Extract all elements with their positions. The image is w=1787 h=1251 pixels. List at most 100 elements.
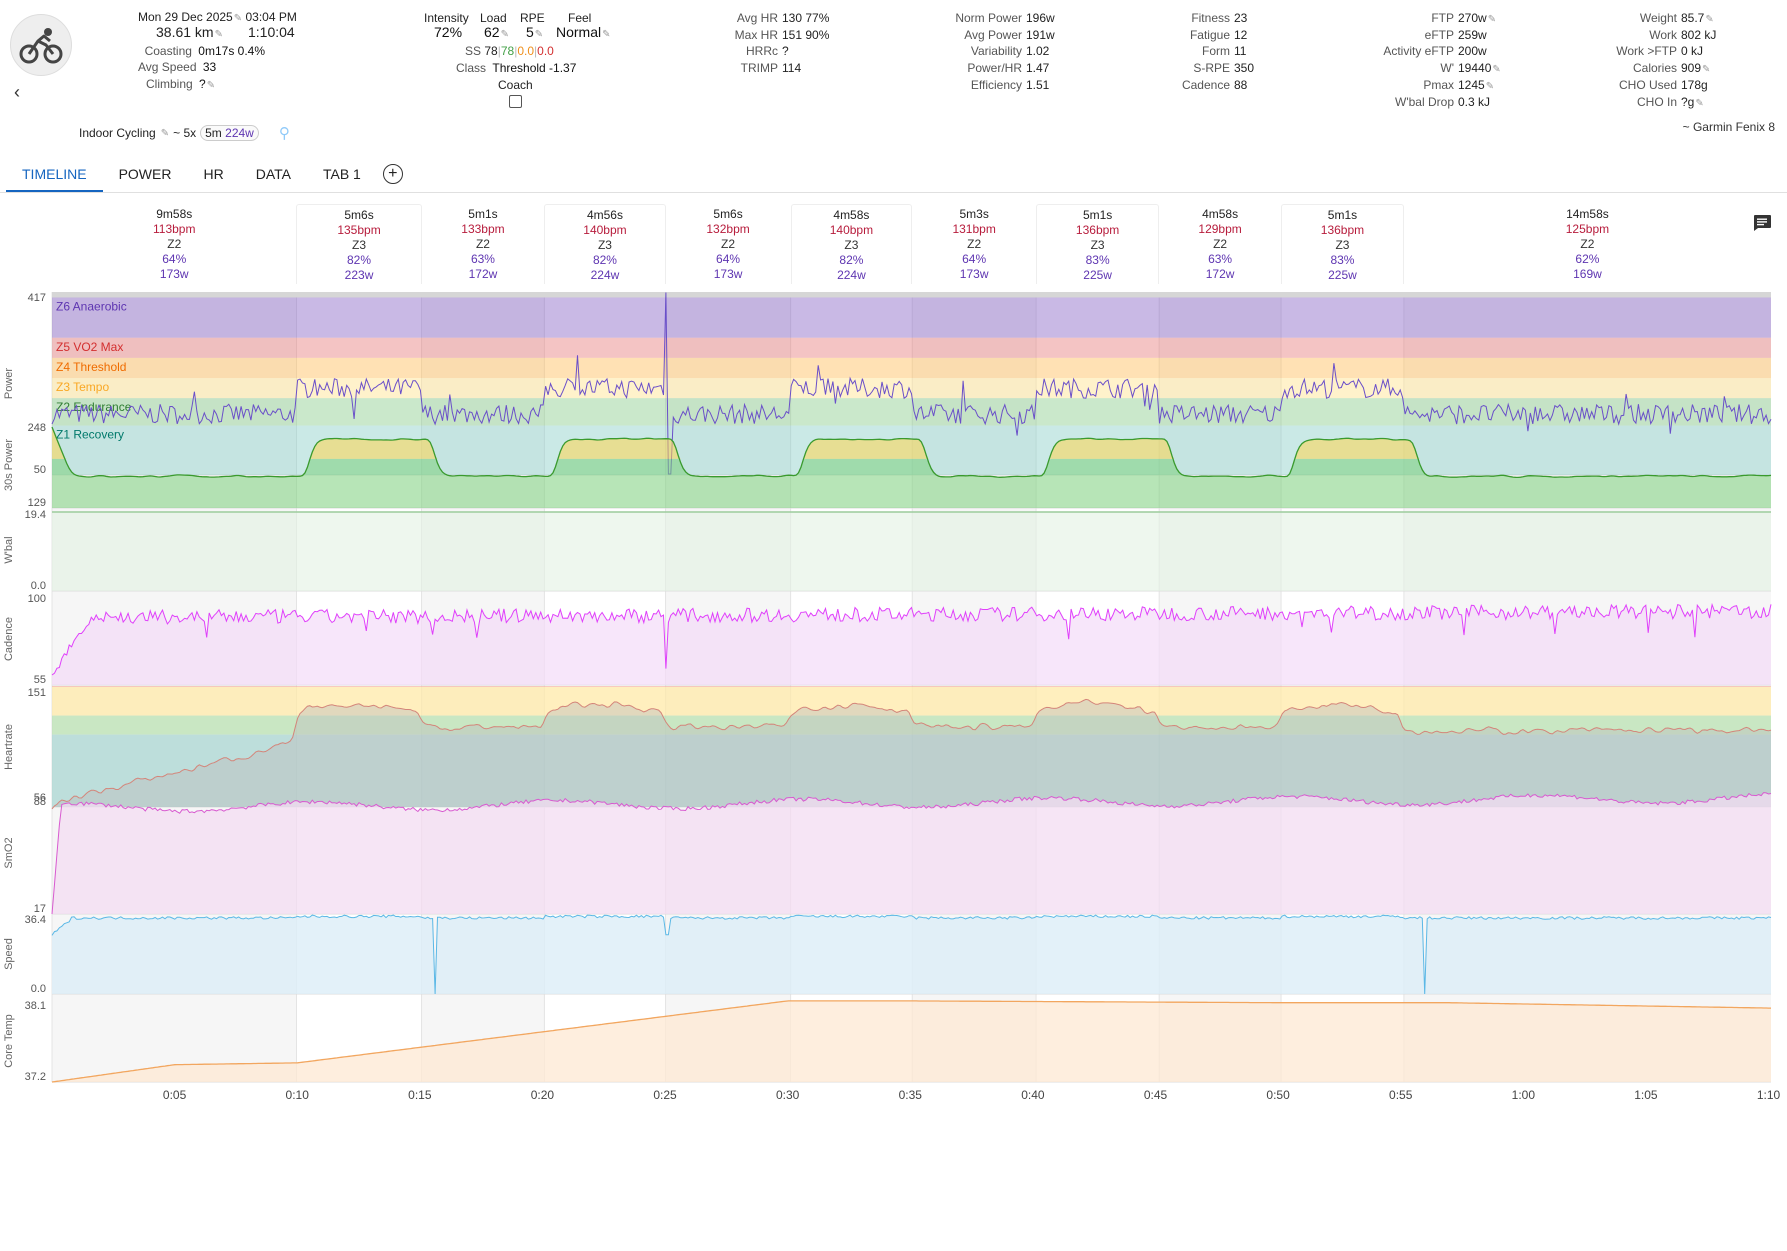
interval-power: 225w bbox=[1328, 268, 1357, 282]
smo2-line bbox=[51, 792, 1772, 915]
stat-value-text: 200w bbox=[1458, 44, 1487, 59]
coach-label: Coach bbox=[498, 78, 533, 92]
coretemp-area bbox=[52, 1000, 1771, 1082]
edit-pencil-icon[interactable]: ✎ bbox=[1487, 14, 1497, 25]
stat-value[interactable]: 85.7✎ bbox=[1681, 10, 1714, 28]
ss-value-2: 78 bbox=[500, 44, 515, 58]
y-min-label: 129 bbox=[28, 497, 46, 509]
interval-summary[interactable]: 5m6s 132bpm Z2 64% 173w bbox=[666, 204, 791, 284]
interval-summary[interactable]: 4m58s 140bpm Z3 82% 224w bbox=[790, 204, 913, 284]
interval-time: 4m58s bbox=[1202, 207, 1239, 221]
zone-label: Z2 Endurance bbox=[56, 400, 132, 414]
panel-core-temp[interactable]: 38.1 37.2 Core Temp bbox=[3, 1000, 1771, 1083]
edit-pencil-icon[interactable]: ✎ bbox=[160, 127, 170, 139]
y-min-label: 37.2 bbox=[25, 1071, 46, 1083]
edit-pencil-icon[interactable]: ✎ bbox=[1485, 80, 1495, 92]
panel-heartrate[interactable]: 151 88 Heartrate bbox=[3, 686, 1772, 810]
y-max-label: 56 bbox=[34, 792, 46, 804]
y-max-label: 151 bbox=[28, 687, 46, 699]
tab-power[interactable]: POWER bbox=[118, 166, 172, 182]
stat-value-text: 19440 bbox=[1458, 61, 1492, 76]
speed-area bbox=[52, 915, 1771, 994]
load-value[interactable]: 62✎ bbox=[484, 24, 509, 40]
load-label: Load bbox=[480, 11, 507, 25]
interval-summary[interactable]: 9m58s 113bpm Z2 64% 173w bbox=[52, 204, 296, 284]
interval-hr: 125bpm bbox=[1565, 222, 1610, 236]
interval-pct: 83% bbox=[1085, 253, 1110, 267]
weight-stat-row: Work bbox=[1649, 27, 1677, 43]
x-tick-label: 0:20 bbox=[531, 1088, 555, 1102]
stat-value-text: 0.3 kJ bbox=[1458, 94, 1491, 109]
panel-cadence[interactable]: 100 55 Cadence bbox=[3, 593, 1772, 686]
edit-pencil-icon[interactable]: ✎ bbox=[214, 29, 223, 40]
avatar[interactable] bbox=[10, 14, 72, 76]
activity-date: Mon 29 Dec 2025 bbox=[138, 10, 233, 24]
stat-value[interactable]: 909✎ bbox=[1681, 60, 1710, 78]
edit-pencil-icon[interactable]: ✎ bbox=[233, 13, 243, 24]
wbal-area bbox=[52, 512, 1771, 591]
stat-label: Max HR bbox=[734, 27, 778, 42]
interval-summary[interactable]: 4m58s 129bpm Z2 63% 172w bbox=[1159, 204, 1281, 284]
tab-hr[interactable]: HR bbox=[203, 166, 224, 182]
coach-checkbox[interactable] bbox=[509, 95, 522, 108]
stat-value-text: 259w bbox=[1458, 27, 1487, 42]
x-tick-label: 0:15 bbox=[408, 1088, 432, 1102]
tab-data[interactable]: DATA bbox=[255, 166, 291, 182]
interval-power: 173w bbox=[713, 267, 743, 281]
interval-hr: 135bpm bbox=[337, 223, 381, 237]
stat-value[interactable]: ?g✎ bbox=[1681, 94, 1704, 112]
speed-line bbox=[51, 914, 1772, 995]
interval-summary[interactable]: 5m1s 133bpm Z2 63% 172w bbox=[422, 204, 545, 284]
stat-value[interactable]: 19440✎ bbox=[1458, 60, 1501, 78]
zone-label: Z6 Anaerobic bbox=[56, 299, 127, 313]
interval-pct: 63% bbox=[470, 252, 495, 266]
interval-summary[interactable]: 14m58s 125bpm Z2 62% 169w bbox=[1404, 204, 1771, 284]
interval-time: 4m56s bbox=[586, 208, 623, 222]
interval-summary[interactable]: 4m56s 140bpm Z3 82% 224w bbox=[544, 204, 666, 284]
edit-pencil-icon[interactable]: ✎ bbox=[206, 80, 216, 91]
tab-tab-1[interactable]: TAB 1 bbox=[322, 166, 361, 182]
x-tick-label: 0:45 bbox=[1144, 1088, 1168, 1102]
add-tab-icon[interactable]: + bbox=[382, 164, 403, 184]
y-min-label: 0.0 bbox=[31, 983, 46, 995]
hr-stat-row: Avg HR bbox=[737, 10, 778, 26]
fitness-stat-row: Fatigue bbox=[1190, 27, 1230, 43]
interval-summary[interactable]: 5m1s 136bpm Z3 83% 225w bbox=[1036, 204, 1160, 284]
edit-pencil-icon[interactable]: ✎ bbox=[1705, 14, 1714, 25]
stat-value: 12 bbox=[1234, 27, 1247, 43]
interval-time: 5m6s bbox=[713, 207, 743, 221]
search-icon[interactable]: ⚲ bbox=[278, 125, 290, 142]
back-chevron-icon[interactable]: ‹ bbox=[14, 82, 20, 102]
ftp-stat-row: W'bal Drop bbox=[1395, 94, 1454, 110]
panel-smo2[interactable]: 56 17 SmO2 bbox=[3, 792, 1772, 915]
comment-icon[interactable] bbox=[1752, 214, 1772, 232]
interval-zone: Z3 bbox=[844, 238, 859, 252]
interval-summary[interactable]: 5m1s 136bpm Z3 83% 225w bbox=[1281, 204, 1404, 284]
panel-name: Heartrate bbox=[3, 724, 15, 770]
tab-timeline[interactable]: TIMELINE bbox=[6, 160, 103, 192]
stat-value-text: 0 kJ bbox=[1681, 44, 1704, 59]
activity-timeline-chart[interactable]: 417 50 Power Z6 Anaerobic Z5 VO2 Max Z4 Thres… bbox=[0, 284, 1787, 1251]
stat-value[interactable]: 270w✎ bbox=[1458, 10, 1496, 28]
fitness-stat-row: Fitness bbox=[1191, 10, 1230, 26]
edit-pencil-icon[interactable]: ✎ bbox=[1702, 64, 1711, 76]
stat-value: 23 bbox=[1234, 10, 1247, 26]
rpe-value[interactable]: 5✎ bbox=[526, 24, 544, 40]
zone-band bbox=[52, 398, 1771, 426]
y-min-label: 88 bbox=[34, 796, 46, 808]
edit-pencil-icon[interactable]: ✎ bbox=[1492, 64, 1501, 76]
stat-value-text: 88 bbox=[1234, 77, 1248, 92]
panel-30s-power[interactable]: 248 129 30s Power bbox=[3, 422, 1772, 509]
interval-summary[interactable]: 5m3s 131bpm Z2 64% 173w bbox=[912, 204, 1036, 284]
interval-summary-chip[interactable]: 5m 224w bbox=[200, 125, 259, 141]
interval-power: 224w bbox=[590, 268, 620, 282]
interval-summary[interactable]: 5m6s 135bpm Z3 82% 223w bbox=[296, 204, 422, 284]
interval-pct: 64% bbox=[162, 252, 187, 266]
stat-value: 1.51 bbox=[1026, 77, 1049, 93]
feel-value[interactable]: Normal✎ bbox=[556, 24, 611, 40]
stat-value[interactable]: 1245✎ bbox=[1458, 77, 1494, 95]
panel-speed[interactable]: 36.4 0.0 Speed bbox=[3, 914, 1772, 995]
panel-w-bal[interactable]: 19.4 0.0 W'bal bbox=[3, 509, 1771, 592]
interval-time: 4m58s bbox=[833, 208, 870, 222]
edit-pencil-icon[interactable]: ✎ bbox=[1695, 97, 1704, 109]
